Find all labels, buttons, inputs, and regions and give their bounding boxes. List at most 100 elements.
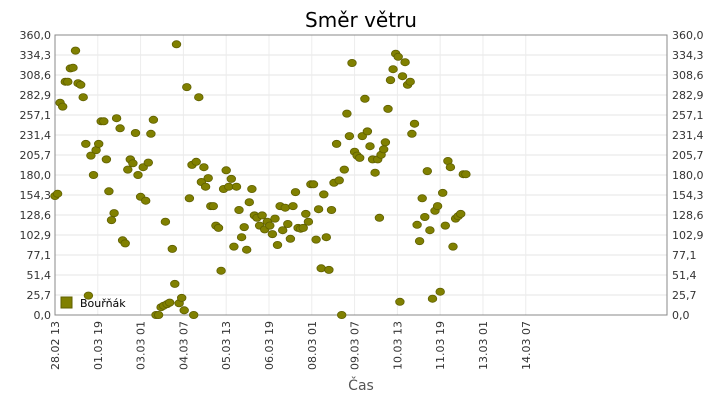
data-point xyxy=(440,221,451,230)
data-point xyxy=(326,205,337,214)
x-tick-label: 06.03 19 xyxy=(263,321,276,370)
data-point xyxy=(208,202,219,211)
data-point xyxy=(93,139,104,148)
data-point xyxy=(194,93,204,102)
plot-frame xyxy=(54,34,668,316)
data-point xyxy=(321,233,332,242)
data-point xyxy=(267,230,278,239)
x-tick-label: 09.03 07 xyxy=(349,321,362,370)
data-point xyxy=(167,244,178,253)
data-point xyxy=(75,80,86,89)
x-tick-label: 28.02 13 xyxy=(49,321,62,370)
x-tick-label: 08.03 01 xyxy=(306,321,319,370)
data-point xyxy=(70,46,81,55)
data-point xyxy=(133,170,143,179)
data-point xyxy=(81,139,91,148)
data-point xyxy=(380,138,391,147)
data-point xyxy=(316,264,326,273)
data-point xyxy=(337,310,347,319)
data-point xyxy=(83,291,94,300)
x-tick-label: 13.03 01 xyxy=(477,321,490,370)
data-point xyxy=(236,233,247,242)
data-point xyxy=(153,310,164,319)
data-point xyxy=(420,212,430,221)
data-point xyxy=(331,139,342,148)
x-tick-label: 05.03 13 xyxy=(220,321,233,370)
data-point xyxy=(270,214,280,223)
y-tick-label-left: 308,6 xyxy=(20,69,52,82)
y-tick-label-right: 51,4 xyxy=(672,269,697,282)
data-point xyxy=(432,202,443,211)
data-point xyxy=(176,293,187,302)
data-point xyxy=(128,159,138,168)
legend-label: Bouřňák xyxy=(80,297,126,310)
data-point xyxy=(109,209,119,218)
data-point xyxy=(86,151,96,160)
data-point xyxy=(120,239,130,248)
y-tick-label-left: 180,0 xyxy=(20,169,52,182)
data-point xyxy=(360,94,370,103)
data-point xyxy=(63,77,73,86)
data-point xyxy=(400,58,410,67)
y-tick-label-right: 231,4 xyxy=(672,129,704,142)
y-tick-label-left: 25,7 xyxy=(27,289,52,302)
data-point xyxy=(311,235,321,244)
data-point xyxy=(461,170,471,179)
data-point xyxy=(414,237,425,246)
data-point xyxy=(101,155,112,164)
y-tick-label-right: 257,1 xyxy=(672,109,704,122)
data-point xyxy=(104,187,114,196)
y-tick-label-right: 25,7 xyxy=(672,289,697,302)
data-point xyxy=(216,266,226,275)
y-tick-label-left: 334,3 xyxy=(20,49,52,62)
data-point xyxy=(191,157,201,166)
y-tick-label-left: 282,9 xyxy=(20,89,52,102)
data-point xyxy=(148,115,159,124)
legend-swatch xyxy=(60,296,73,309)
data-point xyxy=(143,158,154,167)
data-point xyxy=(383,104,393,113)
y-tick-label-right: 308,6 xyxy=(672,69,704,82)
data-point xyxy=(115,124,125,133)
data-point xyxy=(422,167,433,176)
data-point xyxy=(339,165,350,174)
data-point xyxy=(313,205,324,214)
y-tick-label-right: 205,7 xyxy=(672,149,704,162)
data-point xyxy=(278,226,288,235)
data-point xyxy=(78,93,88,102)
data-point xyxy=(244,198,255,207)
data-point xyxy=(301,209,311,218)
y-tick-label-right: 360,0 xyxy=(672,29,704,42)
x-tick-label: 03.03 01 xyxy=(135,321,148,370)
data-point xyxy=(184,194,195,203)
data-point xyxy=(231,182,242,191)
x-tick-label: 11.03 19 xyxy=(434,321,447,370)
data-point xyxy=(374,213,385,222)
x-tick-label: 04.03 07 xyxy=(177,321,190,370)
data-point xyxy=(438,188,448,197)
y-tick-label-left: 77,1 xyxy=(27,249,52,262)
data-point xyxy=(140,196,151,205)
data-point xyxy=(412,220,422,229)
data-point xyxy=(385,76,396,85)
data-point xyxy=(99,117,109,126)
data-point xyxy=(52,189,63,198)
y-tick-label-right: 102,9 xyxy=(672,229,704,242)
y-tick-label-right: 0,0 xyxy=(672,309,690,322)
data-point xyxy=(280,203,290,212)
data-point xyxy=(241,245,252,254)
data-point xyxy=(288,202,298,211)
x-tick-label: 14.03 07 xyxy=(520,321,533,370)
chart-title: Směr větru xyxy=(305,8,417,32)
data-point xyxy=(334,176,344,185)
data-point xyxy=(188,310,199,319)
data-point xyxy=(362,127,373,136)
data-point xyxy=(200,182,211,191)
data-point xyxy=(272,240,283,249)
data-point xyxy=(234,205,244,214)
x-tick-label: 10.03 13 xyxy=(391,321,404,370)
data-point xyxy=(226,174,237,183)
legend: Bouřňák xyxy=(60,296,126,310)
y-tick-label-left: 205,7 xyxy=(20,149,52,162)
data-point xyxy=(417,194,427,203)
